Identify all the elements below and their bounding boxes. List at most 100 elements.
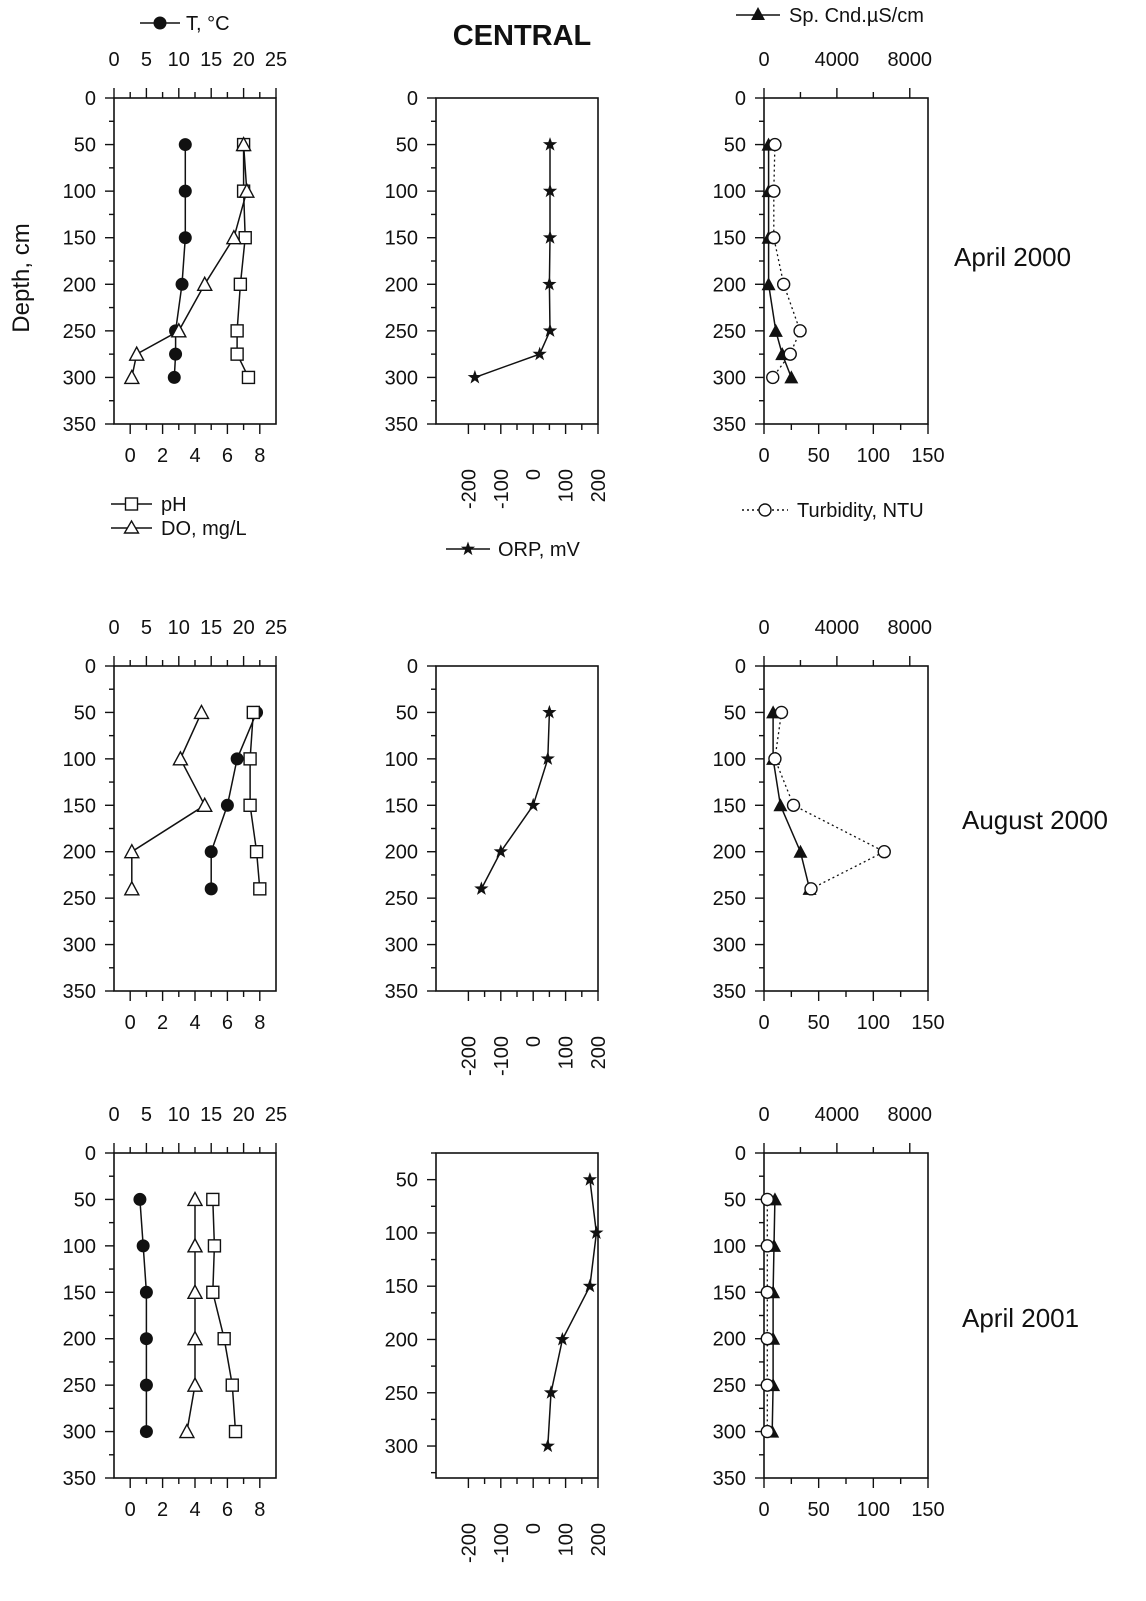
y-tick-label: 100 (63, 1236, 96, 1258)
x-bottom-tick-label: 0 (758, 445, 769, 467)
data-point-orp-mv (589, 1225, 604, 1239)
data-point-ph (241, 370, 256, 385)
y-tick-label: 350 (385, 981, 418, 1003)
series-line-orp-mv (480, 712, 551, 890)
x-bottom-tick-label: 200 (588, 469, 610, 502)
data-point-do-mg-l (196, 275, 213, 291)
y-tick-label: 250 (385, 1383, 418, 1405)
x-bottom-tick-label: 0 (758, 1499, 769, 1521)
x-top-tick-label: 4000 (815, 1104, 860, 1126)
data-point-t-c (204, 845, 218, 859)
x-bottom-tick-label: 100 (556, 469, 578, 502)
data-point-orp-mv (542, 276, 557, 291)
y-tick-label: 200 (63, 842, 96, 864)
data-point-t-c (178, 231, 192, 245)
plot-frame (763, 97, 929, 425)
series-line-do-mg-l (186, 1199, 196, 1432)
data-point-ph (230, 347, 244, 361)
data-point-do-mg-l (235, 136, 252, 152)
x-bottom-tick-label: 8 (254, 1499, 265, 1521)
data-point-ph (206, 1192, 220, 1207)
data-point-t-c (204, 882, 218, 896)
data-point-ph (243, 752, 257, 766)
y-tick-label: 150 (713, 1282, 746, 1304)
plot-frame (763, 665, 929, 992)
data-point-orp-mv (474, 881, 489, 895)
data-point-ph (243, 798, 257, 812)
legend-turbidity-marker (758, 503, 772, 517)
x-bottom-tick-label: 8 (254, 1012, 265, 1034)
y-tick-label: 0 (85, 88, 96, 110)
x-bottom-tick-label: 150 (911, 445, 944, 467)
x-top-tick-label: 8000 (888, 1104, 933, 1126)
y-tick-label: 350 (63, 414, 96, 436)
data-point-t-c (220, 798, 234, 812)
y-tick-label: 100 (385, 749, 418, 771)
x-top-tick-label: 25 (265, 49, 287, 71)
y-tick-label: 50 (724, 135, 746, 157)
y-tick-label: 50 (74, 1189, 96, 1211)
y-tick-label: 300 (385, 1436, 418, 1458)
data-point-do-mg-l (186, 1237, 204, 1253)
y-tick-label: 350 (385, 414, 418, 436)
x-bottom-tick-label: 0 (125, 445, 136, 467)
data-point-do-mg-l (170, 322, 187, 338)
y-tick-label: 350 (63, 1468, 96, 1490)
y-tick-label: 300 (713, 367, 746, 389)
data-point-orp-mv (532, 346, 547, 361)
x-top-tick-label: 5 (141, 1104, 152, 1126)
data-point-orp-mv (542, 137, 558, 151)
data-point-turbidity-ntu (768, 752, 782, 766)
y-tick-label: 350 (713, 1468, 746, 1490)
y-tick-label: 0 (407, 88, 418, 110)
y-tick-label: 100 (63, 749, 96, 771)
data-point-do-mg-l (196, 796, 213, 812)
data-point-orp-mv (540, 751, 555, 765)
x-bottom-tick-label: 2 (157, 1499, 168, 1521)
y-tick-label: 200 (385, 1329, 418, 1351)
x-top-tick-label: 0 (108, 617, 119, 639)
y-tick-label: 150 (63, 1282, 96, 1304)
x-top-tick-label: 15 (200, 617, 222, 639)
y-tick-label: 250 (385, 888, 418, 910)
x-top-tick-label: 4000 (815, 49, 860, 71)
y-tick-label: 250 (713, 888, 746, 910)
panel-april-2000-conductance-turbidity: 0 50 100 150 200 250 300 350 0 50 100 150 0 4000 8000 (713, 49, 945, 467)
x-bottom-tick-label: 4 (189, 445, 200, 467)
x-top-tick-label: 10 (168, 49, 190, 71)
y-tick-label: 150 (713, 795, 746, 817)
data-point-do-mg-l (186, 1190, 204, 1207)
series-line-sp-cnd-s-cm (771, 1199, 776, 1432)
y-tick-label: 50 (396, 1170, 418, 1192)
x-top-tick-label: 0 (108, 1104, 119, 1126)
data-point-sp-cnd-s-cm (768, 323, 783, 337)
panel-april-2000-orp: 0 50 100 150 200 250 300 350 -200 -100 0 100 200 (385, 88, 610, 509)
x-bottom-tick-label: 0 (125, 1499, 136, 1521)
y-tick-label: 50 (74, 702, 96, 724)
legend-do-marker (123, 519, 140, 534)
x-bottom-tick-label: 2 (157, 445, 168, 467)
x-top-tick-label: 8000 (888, 49, 933, 71)
y-tick-label: 0 (735, 88, 746, 110)
x-bottom-tick-label: 100 (857, 1012, 890, 1034)
series-line-ph (236, 144, 250, 378)
y-tick-label: 100 (385, 181, 418, 203)
legend-conductance-label: Sp. Cnd.µS/cm (789, 5, 924, 27)
data-point-turbidity-ntu (760, 1192, 774, 1207)
x-bottom-tick-label: 0 (758, 1012, 769, 1034)
x-top-tick-label: 4000 (815, 617, 860, 639)
period-label-april-2001: April 2001 (962, 1303, 1079, 1333)
y-tick-label: 200 (713, 1329, 746, 1351)
y-tick-label: 300 (713, 1422, 746, 1444)
panel-august-2000-orp: 0 50 100 150 200 250 300 350 -200 -100 0 100 200 (385, 656, 610, 1076)
x-bottom-tick-label: 2 (157, 1012, 168, 1034)
x-bottom-tick-label: 6 (222, 1499, 233, 1521)
y-tick-label: 250 (63, 888, 96, 910)
period-label-april-2000: April 2000 (954, 242, 1071, 272)
y-tick-label: 250 (713, 1375, 746, 1397)
y-tick-label: 250 (63, 321, 96, 343)
legend-do-label: DO, mg/L (161, 518, 247, 540)
y-tick-label: 0 (85, 656, 96, 678)
data-point-ph (228, 1424, 243, 1439)
